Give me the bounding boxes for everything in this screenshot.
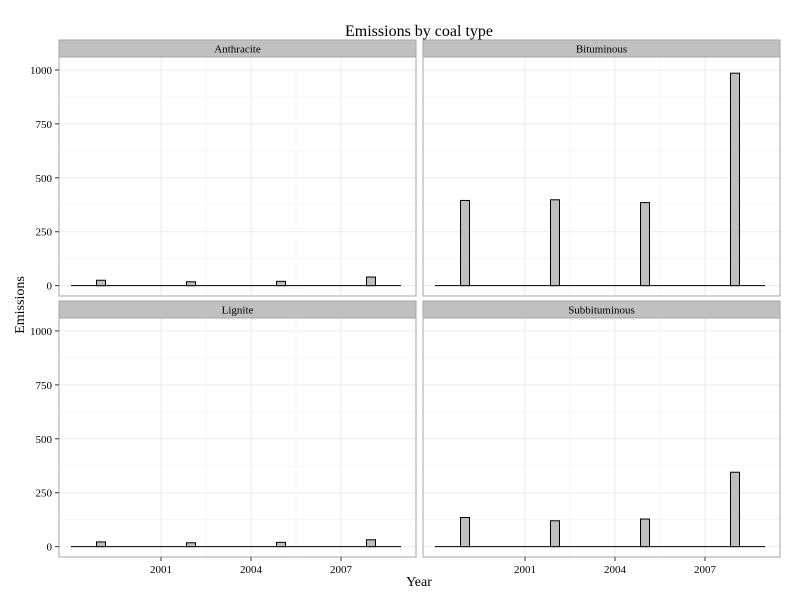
y-tick-label: 250 [36, 488, 53, 500]
y-axis-label: Emissions [13, 276, 28, 334]
y-tick-label: 0 [47, 281, 53, 293]
panel-strip-label: Anthracite [214, 44, 261, 56]
bar-subbituminous-1999 [460, 517, 470, 548]
x-tick-label: 2007 [330, 564, 353, 576]
x-tick-label: 2001 [514, 564, 536, 576]
panel-strip-label: Bituminous [576, 44, 627, 56]
bar-bituminous-1999 [460, 199, 470, 287]
bar-anthracite-2002 [186, 281, 196, 287]
panel-lignite: Lignite 0 250 500 750 1000 2001 2004 2007 [30, 300, 417, 576]
x-axis-label: Year [406, 575, 432, 590]
bar-bituminous-2008 [730, 72, 740, 287]
panel-strip-label: Subbituminous [568, 305, 635, 317]
panel-border [58, 56, 417, 297]
panel-strip-label: Lignite [222, 305, 254, 317]
bar-lignite-2008 [366, 539, 376, 548]
panel-plot-area [423, 57, 780, 296]
bar-bituminous-2002 [550, 199, 560, 287]
y-tick-label: 750 [36, 380, 53, 392]
x-tick-label: 2001 [150, 564, 172, 576]
y-tick-label: 0 [47, 542, 53, 554]
panel-border [422, 317, 781, 558]
panel-bituminous: Bituminous [422, 39, 781, 297]
y-tick-label: 750 [36, 119, 53, 131]
bar-bituminous-2005 [640, 202, 650, 287]
bar-anthracite-2008 [366, 276, 376, 287]
bar-anthracite-2005 [276, 280, 286, 287]
bar-lignite-1999 [96, 541, 106, 548]
x-tick-label: 2004 [604, 564, 627, 576]
y-tick-label: 1000 [30, 326, 53, 338]
panel-subbituminous: Subbituminous 2001 2004 2007 [422, 300, 781, 576]
bar-lignite-2005 [276, 541, 286, 548]
panel-border [58, 317, 417, 558]
panel-plot-area [59, 318, 416, 557]
bar-lignite-2002 [186, 542, 196, 548]
y-tick-label: 1000 [30, 65, 53, 77]
bar-subbituminous-2005 [640, 518, 650, 548]
y-tick-label: 500 [36, 173, 53, 185]
y-tick-label: 500 [36, 434, 53, 446]
y-tick-label: 250 [36, 227, 53, 239]
panel-plot-area [59, 57, 416, 296]
panel-plot-area [423, 318, 780, 557]
x-tick-label: 2004 [240, 564, 263, 576]
x-tick-label: 2007 [694, 564, 717, 576]
bar-subbituminous-2008 [730, 471, 740, 548]
bar-subbituminous-2002 [550, 520, 560, 548]
bar-anthracite-1999 [96, 279, 106, 287]
panel-anthracite: Anthracite 0 250 500 750 1000 [30, 39, 417, 297]
chart-title: Emissions by coal type [345, 23, 493, 40]
panel-border [422, 56, 781, 297]
